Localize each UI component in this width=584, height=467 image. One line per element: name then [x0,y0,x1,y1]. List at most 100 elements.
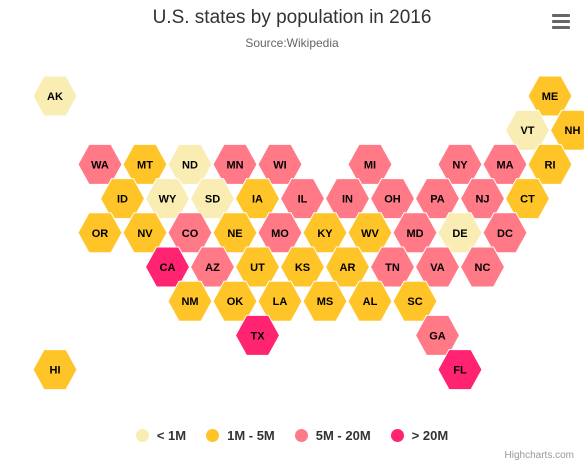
state-tile-nv[interactable]: NV [122,212,168,254]
state-tile-ut[interactable]: UT [234,246,281,288]
state-tile-va[interactable]: VA [414,246,461,288]
hex-tile [347,280,393,322]
state-tile-sc[interactable]: SC [392,280,438,322]
state-code-label: WY [159,194,177,206]
state-code-label: ME [542,91,559,103]
hamburger-menu-icon[interactable] [552,14,570,30]
legend-label: 5M - 20M [315,428,371,443]
legend-label: > 20M [411,428,449,443]
state-tile-sd[interactable]: SD [189,178,236,220]
state-tile-al[interactable]: AL [347,280,393,322]
state-code-label: TN [385,262,400,274]
state-tile-az[interactable]: AZ [189,246,236,288]
state-code-label: KS [295,262,310,274]
state-code-label: HI [50,365,61,377]
hex-tile [32,75,78,117]
state-tile-md[interactable]: MD [392,212,438,254]
state-code-label: AZ [205,262,220,274]
legend-dot-icon [294,429,308,442]
state-tile-ga[interactable]: GA [414,314,461,356]
state-tile-wv[interactable]: WV [347,212,393,254]
state-tile-ms[interactable]: MS [302,280,348,322]
hex-tile [234,314,281,356]
hex-tile [212,280,258,322]
state-code-label: UT [250,262,265,274]
state-tile-fl[interactable]: FL [437,349,483,391]
state-code-label: NY [452,159,468,171]
state-code-label: IA [252,194,263,206]
state-code-label: KY [317,228,333,240]
state-tile-tn[interactable]: TN [369,246,416,288]
hex-tile [32,349,78,391]
state-tile-la[interactable]: LA [257,280,303,322]
state-tile-ok[interactable]: OK [212,280,258,322]
state-tile-wa[interactable]: WA [77,143,123,185]
state-tile-mi[interactable]: MI [347,143,393,185]
state-code-label: NV [137,228,153,240]
state-code-label: OK [227,296,244,308]
state-code-label: DE [452,228,467,240]
state-code-label: PA [430,194,445,206]
state-code-label: MN [226,159,243,171]
state-code-label: NC [475,262,491,274]
legend-dot-icon [390,429,404,442]
hex-tile [77,212,123,254]
chart-title: U.S. states by population in 2016 [152,7,432,28]
state-tile-ma[interactable]: MA [482,143,528,185]
state-code-label: SC [407,296,422,308]
state-tile-wi[interactable]: WI [257,143,303,185]
state-tile-nc[interactable]: NC [459,246,506,288]
state-code-label: WA [91,159,109,171]
state-code-label: NE [227,228,242,240]
legend-dot-icon [135,429,149,442]
state-code-label: GA [429,330,446,342]
state-code-label: SD [205,194,220,206]
state-tile-ca[interactable]: CA [144,246,191,288]
state-code-label: FL [453,365,467,377]
state-code-label: WV [361,228,379,240]
state-code-label: IL [298,194,308,206]
state-code-label: MO [271,228,289,240]
menu-bar [552,14,570,17]
menu-bar [552,26,570,29]
state-tile-or[interactable]: OR [77,212,123,254]
state-tile-nh[interactable]: NH [549,109,584,151]
chart-subtitle: Source:Wikipedia [245,36,339,50]
hex-tile [392,280,438,322]
state-code-label: CO [182,228,199,240]
hex-tile [144,246,191,288]
state-tile-mn[interactable]: MN [212,143,258,185]
menu-bar [552,20,570,23]
state-tile-ny[interactable]: NY [437,143,483,185]
state-tile-oh[interactable]: OH [369,178,416,220]
state-tile-wy[interactable]: WY [144,178,191,220]
state-code-label: NM [181,296,198,308]
state-tile-tx[interactable]: TX [234,314,281,356]
hex-tile [437,349,483,391]
legend: < 1M 1M - 5M 5M - 20M > 20M [0,428,584,443]
state-code-label: ND [182,159,198,171]
hex-tile [414,314,461,356]
state-code-label: MA [496,159,513,171]
legend-item-1m-5m[interactable]: 1M - 5M [206,428,275,443]
legend-label: < 1M [156,428,187,443]
state-tile-hi[interactable]: HI [32,349,78,391]
credits-link[interactable]: Highcharts.com [504,450,574,461]
state-tile-me[interactable]: ME [527,75,573,117]
state-tile-nj[interactable]: NJ [459,178,506,220]
legend-item-over-20m[interactable]: > 20M [390,428,449,443]
legend-item-under-1m[interactable]: < 1M [135,428,187,443]
state-tile-nm[interactable]: NM [167,280,213,322]
state-code-label: CA [160,262,176,274]
state-code-label: DC [497,228,513,240]
state-code-label: MI [364,159,376,171]
state-tile-nd[interactable]: ND [167,143,213,185]
state-tile-dc[interactable]: DC [482,212,528,254]
state-code-label: ID [117,194,128,206]
state-code-label: LA [273,296,288,308]
state-tile-ak[interactable]: AK [32,75,78,117]
legend-item-5m-20m[interactable]: 5M - 20M [294,428,371,443]
state-code-label: WI [273,159,286,171]
state-code-label: RI [545,159,556,171]
